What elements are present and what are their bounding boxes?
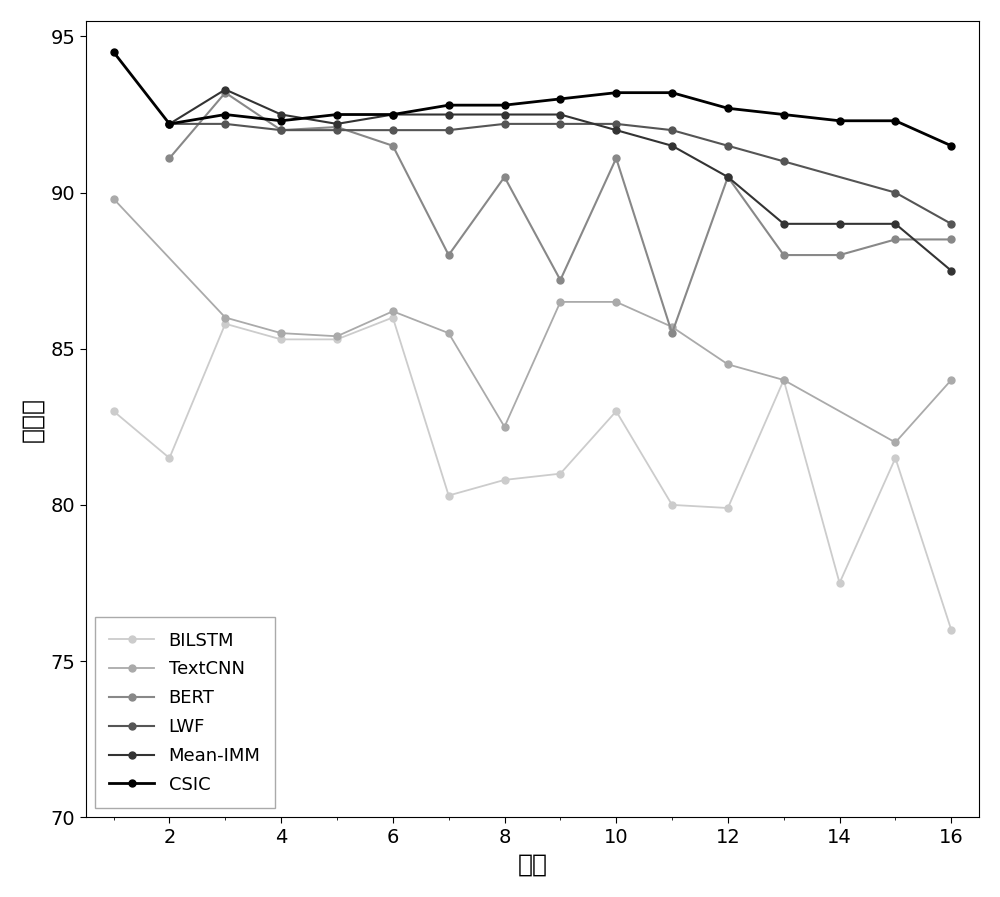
BILSTM — [443, 490, 455, 501]
CSIC — [554, 93, 566, 104]
Line: CSIC: CSIC — [110, 48, 955, 149]
CSIC — [108, 47, 120, 57]
BILSTM — [945, 624, 957, 635]
BILSTM — [722, 502, 734, 513]
LWF — [666, 125, 678, 135]
CSIC — [163, 118, 175, 129]
TextCNN — [666, 321, 678, 332]
CSIC — [275, 116, 287, 126]
BILSTM — [889, 453, 901, 464]
CSIC — [387, 109, 399, 120]
Mean-IMM — [722, 171, 734, 182]
Mean-IMM — [945, 266, 957, 276]
LWF — [331, 125, 343, 135]
TextCNN — [108, 194, 120, 205]
BERT — [722, 171, 734, 182]
Line: TextCNN: TextCNN — [110, 196, 955, 446]
TextCNN — [387, 306, 399, 317]
BERT — [499, 171, 511, 182]
CSIC — [443, 100, 455, 110]
BERT — [163, 152, 175, 163]
Line: BERT: BERT — [166, 89, 955, 336]
TextCNN — [889, 437, 901, 448]
Line: BILSTM: BILSTM — [110, 314, 955, 633]
CSIC — [610, 87, 622, 98]
CSIC — [834, 116, 846, 126]
TextCNN — [610, 297, 622, 308]
LWF — [219, 118, 231, 129]
Mean-IMM — [834, 219, 846, 230]
TextCNN — [554, 297, 566, 308]
X-axis label: 任务: 任务 — [517, 852, 547, 876]
CSIC — [889, 116, 901, 126]
CSIC — [722, 103, 734, 114]
BERT — [666, 327, 678, 338]
LWF — [387, 125, 399, 135]
BILSTM — [666, 500, 678, 510]
BERT — [554, 274, 566, 285]
BILSTM — [499, 475, 511, 485]
TextCNN — [331, 331, 343, 342]
BERT — [778, 249, 790, 260]
BILSTM — [387, 312, 399, 323]
CSIC — [666, 87, 678, 98]
BERT — [219, 87, 231, 98]
BERT — [275, 125, 287, 135]
Line: LWF: LWF — [166, 120, 955, 227]
BILSTM — [610, 405, 622, 416]
CSIC — [945, 140, 957, 151]
BERT — [443, 249, 455, 260]
Mean-IMM — [778, 219, 790, 230]
LWF — [610, 118, 622, 129]
TextCNN — [499, 422, 511, 432]
CSIC — [219, 109, 231, 120]
LWF — [778, 156, 790, 167]
Mean-IMM — [275, 109, 287, 120]
LWF — [163, 118, 175, 129]
Mean-IMM — [163, 118, 175, 129]
BERT — [945, 234, 957, 245]
BILSTM — [331, 334, 343, 344]
BILSTM — [275, 334, 287, 344]
BERT — [834, 249, 846, 260]
TextCNN — [945, 375, 957, 386]
BERT — [387, 140, 399, 151]
LWF — [499, 118, 511, 129]
LWF — [554, 118, 566, 129]
Line: Mean-IMM: Mean-IMM — [166, 86, 955, 274]
Mean-IMM — [666, 140, 678, 151]
CSIC — [778, 109, 790, 120]
BILSTM — [778, 375, 790, 386]
TextCNN — [722, 359, 734, 370]
BILSTM — [554, 468, 566, 479]
Y-axis label: 准确率: 准确率 — [21, 396, 45, 441]
TextCNN — [275, 327, 287, 338]
BERT — [331, 122, 343, 133]
BILSTM — [834, 578, 846, 588]
TextCNN — [778, 375, 790, 386]
BILSTM — [108, 405, 120, 416]
Mean-IMM — [443, 109, 455, 120]
Mean-IMM — [889, 219, 901, 230]
Legend: BILSTM, TextCNN, BERT, LWF, Mean-IMM, CSIC: BILSTM, TextCNN, BERT, LWF, Mean-IMM, CS… — [95, 617, 275, 808]
CSIC — [499, 100, 511, 110]
LWF — [443, 125, 455, 135]
LWF — [945, 219, 957, 230]
LWF — [722, 140, 734, 151]
CSIC — [331, 109, 343, 120]
LWF — [889, 187, 901, 198]
BILSTM — [219, 318, 231, 329]
BERT — [610, 152, 622, 163]
BILSTM — [163, 453, 175, 464]
Mean-IMM — [387, 109, 399, 120]
LWF — [275, 125, 287, 135]
Mean-IMM — [331, 118, 343, 129]
Mean-IMM — [219, 84, 231, 95]
Mean-IMM — [610, 125, 622, 135]
Mean-IMM — [499, 109, 511, 120]
BERT — [889, 234, 901, 245]
TextCNN — [443, 327, 455, 338]
Mean-IMM — [554, 109, 566, 120]
TextCNN — [219, 312, 231, 323]
